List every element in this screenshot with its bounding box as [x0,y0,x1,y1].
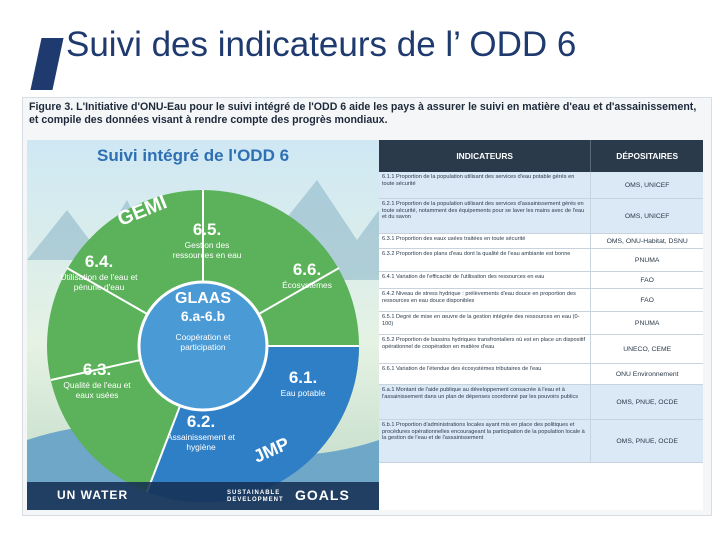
segment-6-1-label: Eau potable [280,388,326,398]
figure-caption: Figure 3. L'Initiative d'ONU-Eau pour le… [29,101,697,126]
custodian-cell: OMS, ONU-Habitat, DSNU [590,234,703,248]
segment-6-3-number: 6.3. [82,360,112,379]
custodian-cell: OMS, UNICEF [590,172,703,198]
segment-6-5-label: Gestion des ressources en eau [172,240,242,260]
table-row: 6.4.1 Variation de l'efficacité de l'uti… [379,272,703,289]
segment-6-1-number: 6.1. [288,368,318,387]
wheel-graphic [27,180,379,510]
indicator-cell: 6.a.1 Montant de l'aide publique au déve… [382,387,579,400]
title-accent-bar [30,38,64,90]
custodian-cell: OMS, PNUE, OCDE [590,420,703,462]
glaas-range: 6.a-6.b [180,308,226,324]
segment-6-3: 6.3. Qualité de l'eau et eaux usées [57,360,137,400]
segment-6-4-number: 6.4. [84,252,114,271]
segment-6-1: 6.1. Eau potable [263,368,343,398]
indicator-cell: 6.3.1 Proportion des eaux usées traitées… [382,236,526,242]
table-row: 6.a.1 Montant de l'aide publique au déve… [379,385,703,420]
segment-6-5-number: 6.5. [192,220,222,239]
custodian-cell: FAO [590,272,703,288]
glaas-center: GLAAS 6.a-6.b Coopération et participati… [153,290,253,352]
goals-logo-text: GOALS [295,487,350,503]
segment-6-6-label: Écosystèmes [282,280,332,290]
segment-6-4-label: Utilisation de l'eau et pénurie d'eau [60,272,138,292]
center-label: Coopération et participation [175,332,231,352]
segment-6-4: 6.4. Utilisation de l'eau et pénurie d'e… [55,252,143,292]
table-row: 6.1.1 Proportion de la population utilis… [379,172,703,199]
header-custodians: DÉPOSITAIRES [590,140,703,172]
segment-6-6-number: 6.6. [292,260,322,279]
figure-image: Figure 3. L'Initiative d'ONU-Eau pour le… [22,97,712,516]
indicator-cell: 6.4.1 Variation de l'efficacité de l'uti… [382,274,545,280]
custodian-cell: OMS, UNICEF [590,199,703,233]
indicator-cell: 6.6.1 Variation de l'étendue des écosyst… [382,366,542,372]
custodian-cell: PNUMA [590,312,703,334]
indicator-cell: 6.5.1 Degré de mise en œuvre de la gesti… [382,314,580,327]
table-row: 6.b.1 Proportion d'administrations local… [379,420,703,463]
segment-6-6: 6.6. Écosystèmes [267,260,347,290]
un-water-logo: UN WATER [57,488,129,502]
custodian-cell: ONU Environnement [590,364,703,384]
custodian-cell: FAO [590,289,703,311]
segment-6-5: 6.5. Gestion des ressources en eau [167,220,247,260]
table-header: INDICATEURS DÉPOSITAIRES [379,140,703,172]
table-row: 6.3.2 Proportion des plans d'eau dont la… [379,249,703,272]
table-body: 6.1.1 Proportion de la population utilis… [379,172,703,463]
glaas-label: GLAAS [175,290,231,307]
table-row: 6.3.1 Proportion des eaux usées traitées… [379,234,703,249]
table-row: 6.5.1 Degré de mise en œuvre de la gesti… [379,312,703,335]
monitoring-wheel-panel: Suivi intégré de l'ODD 6 GEMI 6.5. Gesti… [27,140,379,510]
indicator-cell: 6.b.1 Proportion d'administrations local… [382,422,585,442]
sdg-logo-text: SUSTAINABLE DEVELOPMENT [227,490,284,503]
table-row: 6.4.2 Niveau de stress hydrique : prélèv… [379,289,703,312]
segment-6-2-number: 6.2. [186,412,216,431]
indicator-cell: 6.3.2 Proportion des plans d'eau dont la… [382,251,571,257]
custodian-cell: OMS, PNUE, OCDE [590,385,703,419]
table-row: 6.2.1 Proportion de la population utilis… [379,199,703,234]
table-row: 6.5.2 Proportion de bassins hydriques tr… [379,335,703,364]
indicator-cell: 6.1.1 Proportion de la population utilis… [382,174,575,187]
logo-footer: UN WATER SUSTAINABLE DEVELOPMENT GOALS [27,482,379,510]
header-indicators: INDICATEURS [456,151,513,161]
custodian-cell: UNECO, CEME [590,335,703,363]
indicator-cell: 6.2.1 Proportion de la population utilis… [382,201,585,221]
slide-title: Suivi des indicateurs de l’ ODD 6 [66,25,577,64]
custodian-cell: PNUMA [590,249,703,271]
indicators-table: INDICATEURS DÉPOSITAIRES 6.1.1 Proportio… [379,140,703,510]
segment-6-2: 6.2. Assainissement et hygiène [161,412,241,452]
segment-6-3-label: Qualité de l'eau et eaux usées [63,380,131,400]
table-row: 6.6.1 Variation de l'étendue des écosyst… [379,364,703,385]
segment-6-2-label: Assainissement et hygiène [167,432,235,452]
panel-title: Suivi intégré de l'ODD 6 [97,146,290,165]
indicator-cell: 6.5.2 Proportion de bassins hydriques tr… [382,337,586,350]
indicator-cell: 6.4.2 Niveau de stress hydrique : prélèv… [382,291,576,304]
